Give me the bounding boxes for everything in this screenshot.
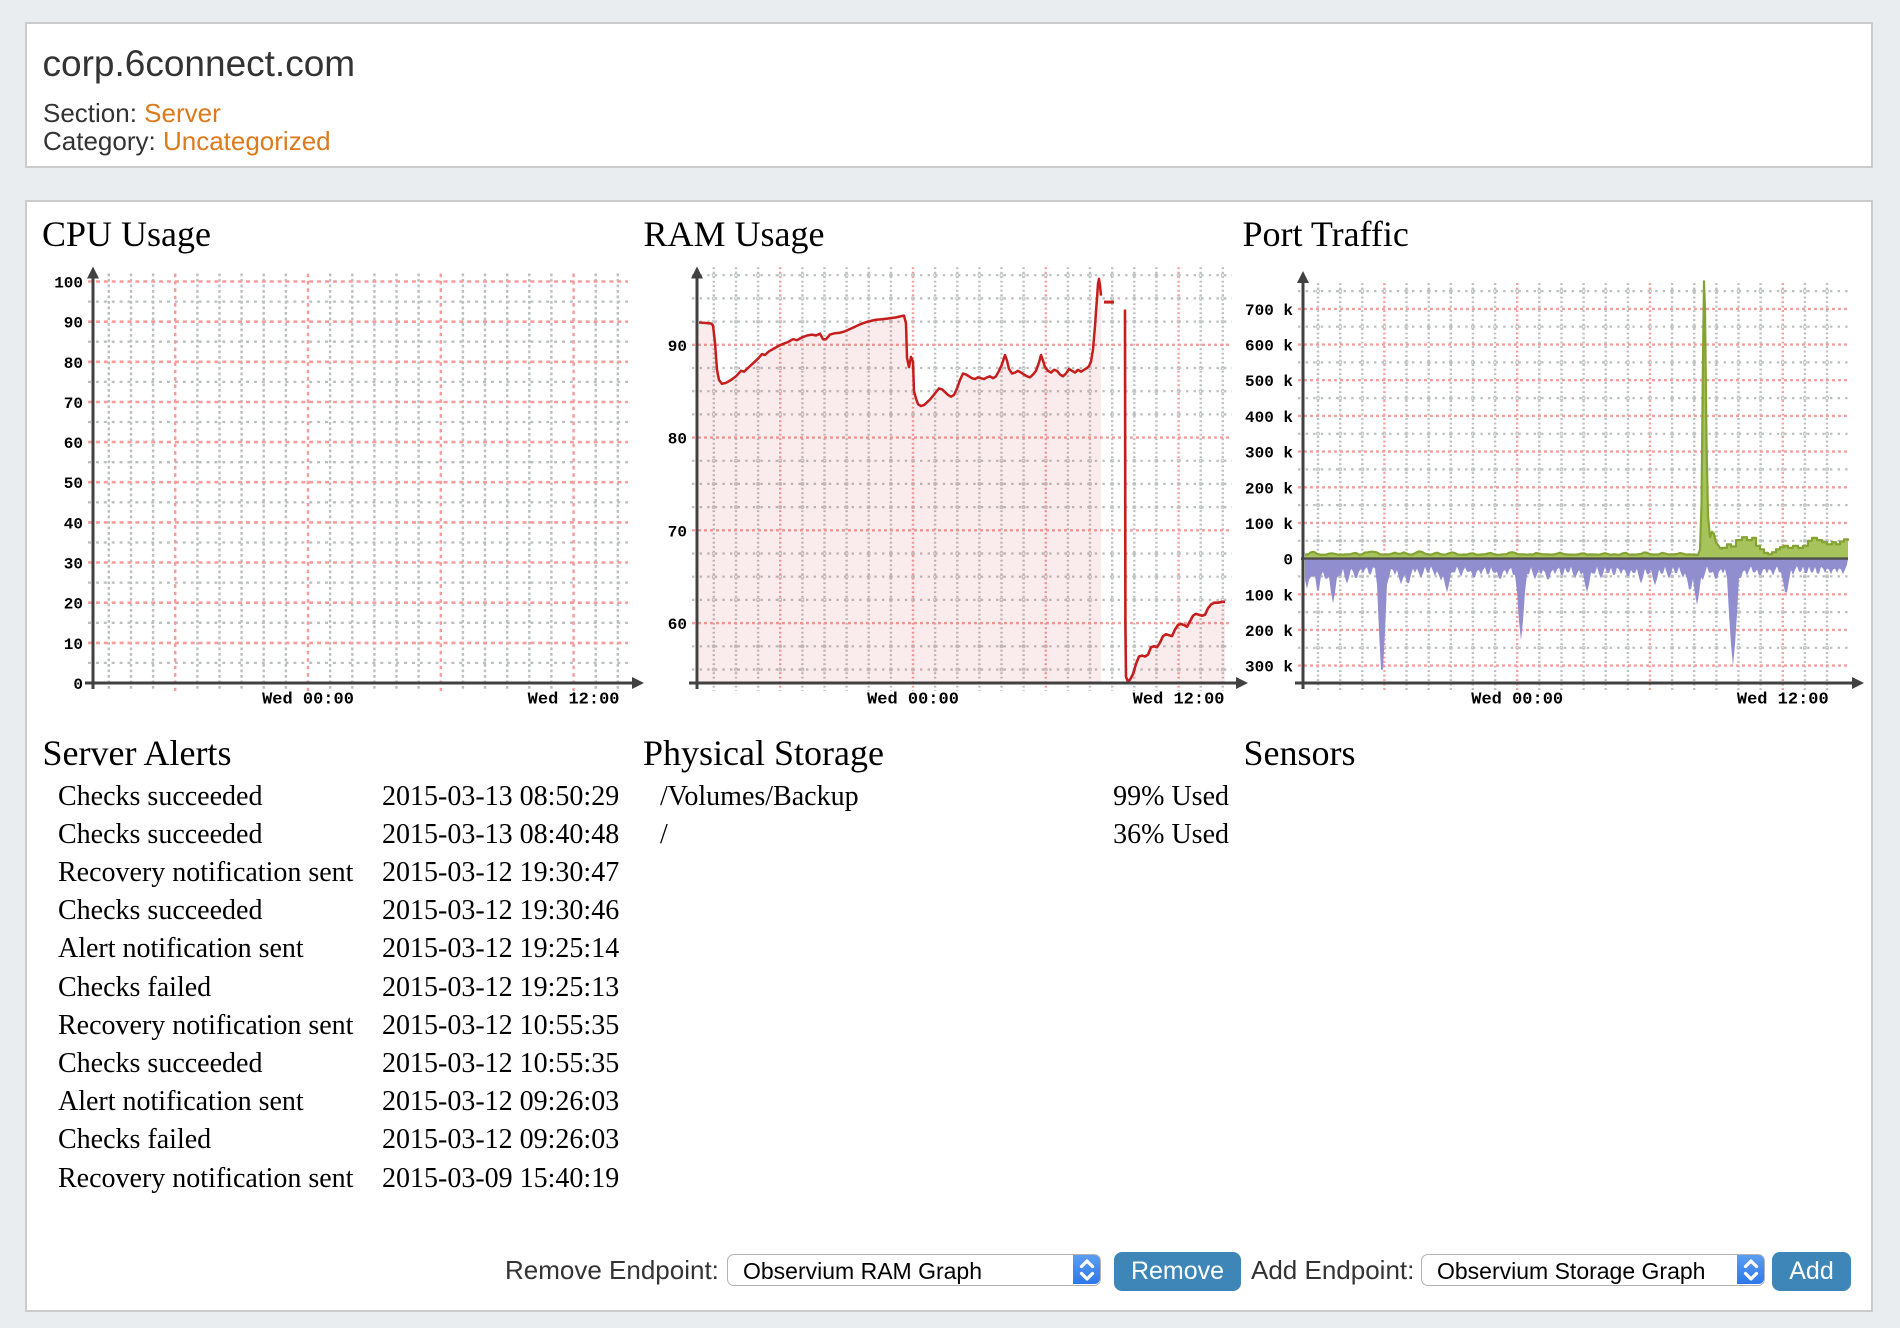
svg-text:70: 70 [668,523,687,541]
svg-text:400 k: 400 k [1245,409,1293,427]
svg-text:Wed 00:00: Wed 00:00 [262,691,354,710]
svg-text:40: 40 [64,515,83,533]
svg-text:Wed 12:00: Wed 12:00 [528,691,620,710]
svg-text:90: 90 [668,338,687,356]
svg-text:600 k: 600 k [1245,338,1293,356]
svg-text:80: 80 [668,431,687,449]
svg-text:500 k: 500 k [1245,373,1293,391]
svg-text:100 k: 100 k [1245,587,1293,605]
svg-text:20: 20 [64,596,83,614]
svg-text:30: 30 [64,556,83,574]
svg-text:70: 70 [64,395,83,413]
svg-text:80: 80 [64,355,83,373]
svg-text:200 k: 200 k [1245,480,1293,498]
svg-text:200 k: 200 k [1245,623,1293,641]
svg-text:100 k: 100 k [1245,516,1293,534]
svg-text:300 k: 300 k [1245,445,1293,463]
svg-text:Wed 00:00: Wed 00:00 [867,691,959,710]
svg-text:100: 100 [54,275,83,293]
svg-text:Wed 00:00: Wed 00:00 [1471,691,1563,710]
svg-text:Wed 12:00: Wed 12:00 [1737,691,1829,710]
svg-text:90: 90 [64,315,83,333]
svg-text:60: 60 [668,616,687,634]
svg-text:0: 0 [73,676,83,694]
svg-text:0: 0 [1283,552,1293,570]
svg-text:300 k: 300 k [1245,659,1293,677]
svg-text:700 k: 700 k [1245,302,1293,320]
svg-text:60: 60 [64,435,83,453]
svg-text:Wed 12:00: Wed 12:00 [1133,691,1225,710]
svg-text:50: 50 [64,475,83,493]
svg-text:10: 10 [64,636,83,654]
